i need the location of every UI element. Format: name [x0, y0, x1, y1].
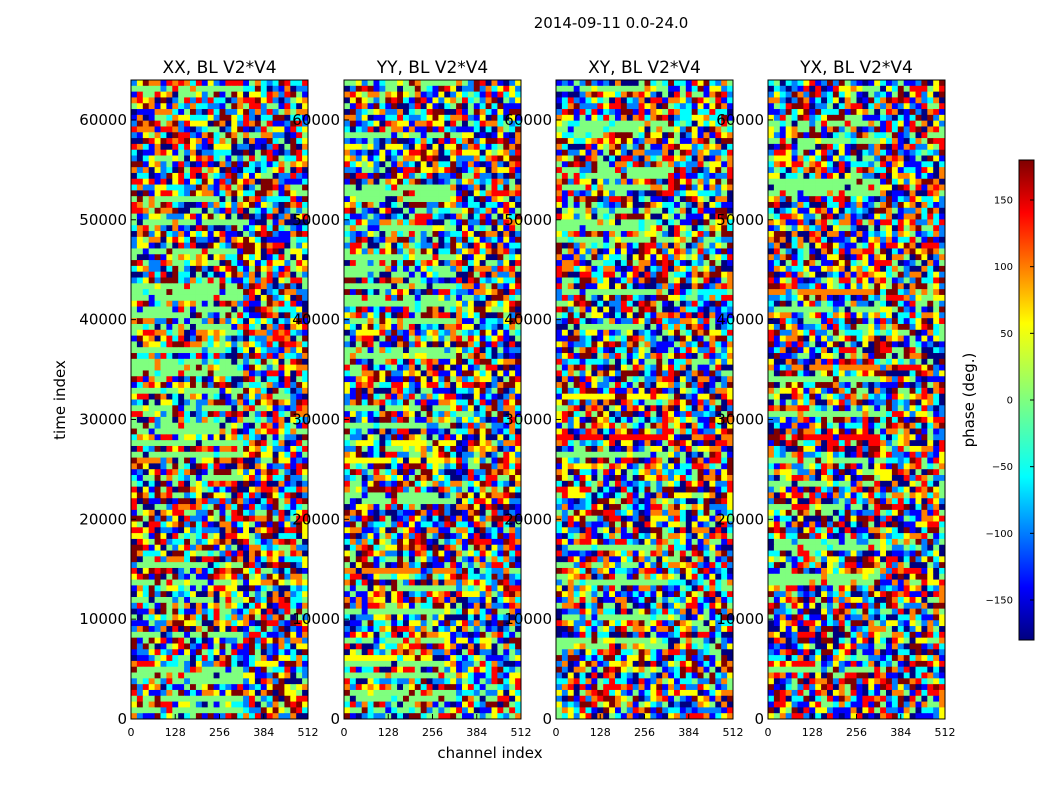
x-tick-label: 0: [128, 726, 135, 739]
panel-heatmap: [131, 80, 309, 720]
colorbar: 150 100 50 0 −50 −100 −150: [986, 159, 1035, 641]
x-tick-label: 256: [422, 726, 443, 739]
y-tick-label: 60000: [292, 111, 340, 129]
x-tick-label: 384: [678, 726, 699, 739]
panel-4: YX, BL V2*V4 0 128 256 384 512 0 10000 20000 3000…: [716, 58, 955, 739]
y-tick-label: 20000: [79, 510, 127, 528]
y-tick-label: 10000: [504, 610, 552, 628]
y-axis-label: time index: [51, 360, 69, 440]
y-tick-label: 20000: [716, 510, 764, 528]
panel-heatmap: [556, 80, 734, 720]
x-tick-label: 0: [553, 726, 560, 739]
x-axis-label: channel index: [437, 744, 542, 762]
x-tick-label: 384: [253, 726, 274, 739]
y-tick-label: 40000: [716, 311, 764, 329]
figure-title: 2014-09-11 0.0-24.0: [534, 14, 689, 32]
y-tick-label: 50000: [716, 211, 764, 229]
y-tick-label: 30000: [292, 410, 340, 428]
colorbar-tick-label: 0: [1007, 396, 1013, 407]
x-tick-label: 512: [935, 726, 956, 739]
x-tick-label: 256: [846, 726, 867, 739]
y-tick-label: 20000: [504, 510, 552, 528]
y-tick-label: 10000: [716, 610, 764, 628]
y-tick-label: 50000: [292, 211, 340, 229]
x-tick-label: 128: [802, 726, 823, 739]
colorbar-label: phase (deg.): [960, 353, 978, 448]
x-tick-label: 256: [209, 726, 230, 739]
x-tick-label: 0: [765, 726, 772, 739]
y-tick-label: 0: [754, 710, 764, 728]
y-tick-label: 0: [330, 710, 340, 728]
x-tick-label: 384: [890, 726, 911, 739]
y-tick-label: 0: [542, 710, 552, 728]
x-tick-label: 512: [511, 726, 532, 739]
panel-heatmap: [344, 80, 522, 720]
y-tick-label: 10000: [79, 610, 127, 628]
x-tick-label: 128: [590, 726, 611, 739]
y-tick-label: 20000: [292, 510, 340, 528]
x-tick-label: 128: [378, 726, 399, 739]
y-tick-label: 60000: [716, 111, 764, 129]
x-tick-label: 256: [634, 726, 655, 739]
y-tick-label: 60000: [504, 111, 552, 129]
colorbar-tick-label: 150: [994, 196, 1013, 207]
x-tick-label: 512: [298, 726, 319, 739]
y-tick-label: 40000: [504, 311, 552, 329]
panels: XX, BL V2*V4 0 128 256 384 512 0 10000 20000 3000…: [79, 58, 955, 739]
y-tick-label: 10000: [292, 610, 340, 628]
colorbar-tick-label: −150: [986, 596, 1013, 607]
x-tick-label: 128: [165, 726, 186, 739]
y-tick-label: 40000: [79, 311, 127, 329]
panel-title: YX, BL V2*V4: [799, 58, 913, 78]
x-tick-label: 0: [341, 726, 348, 739]
colorbar-tick-label: 50: [1000, 329, 1013, 340]
panel-3: XY, BL V2*V4 0 128 256 384 512 0 10000 20000 3000…: [504, 58, 743, 739]
panel-title: YY, BL V2*V4: [376, 58, 489, 78]
y-tick-label: 40000: [292, 311, 340, 329]
colorbar-tick-label: −50: [992, 462, 1013, 473]
y-tick-label: 30000: [79, 410, 127, 428]
panel-heatmap: [768, 80, 946, 720]
y-tick-label: 0: [117, 710, 127, 728]
y-tick-label: 30000: [504, 410, 552, 428]
y-tick-label: 50000: [504, 211, 552, 229]
y-tick-label: 50000: [79, 211, 127, 229]
y-tick-label: 60000: [79, 111, 127, 129]
y-tick-label: 30000: [716, 410, 764, 428]
colorbar-tick-label: −100: [986, 529, 1013, 540]
x-tick-label: 512: [723, 726, 744, 739]
x-tick-label: 384: [466, 726, 487, 739]
colorbar-tick-label: 100: [994, 262, 1013, 273]
panel-2: YY, BL V2*V4 0 128 256 384 512 0 10000 20000 3000…: [292, 58, 531, 739]
panel-title: XY, BL V2*V4: [588, 58, 701, 78]
panel-1: XX, BL V2*V4 0 128 256 384 512 0 10000 20000 3000…: [79, 58, 318, 739]
panel-title: XX, BL V2*V4: [162, 58, 276, 78]
